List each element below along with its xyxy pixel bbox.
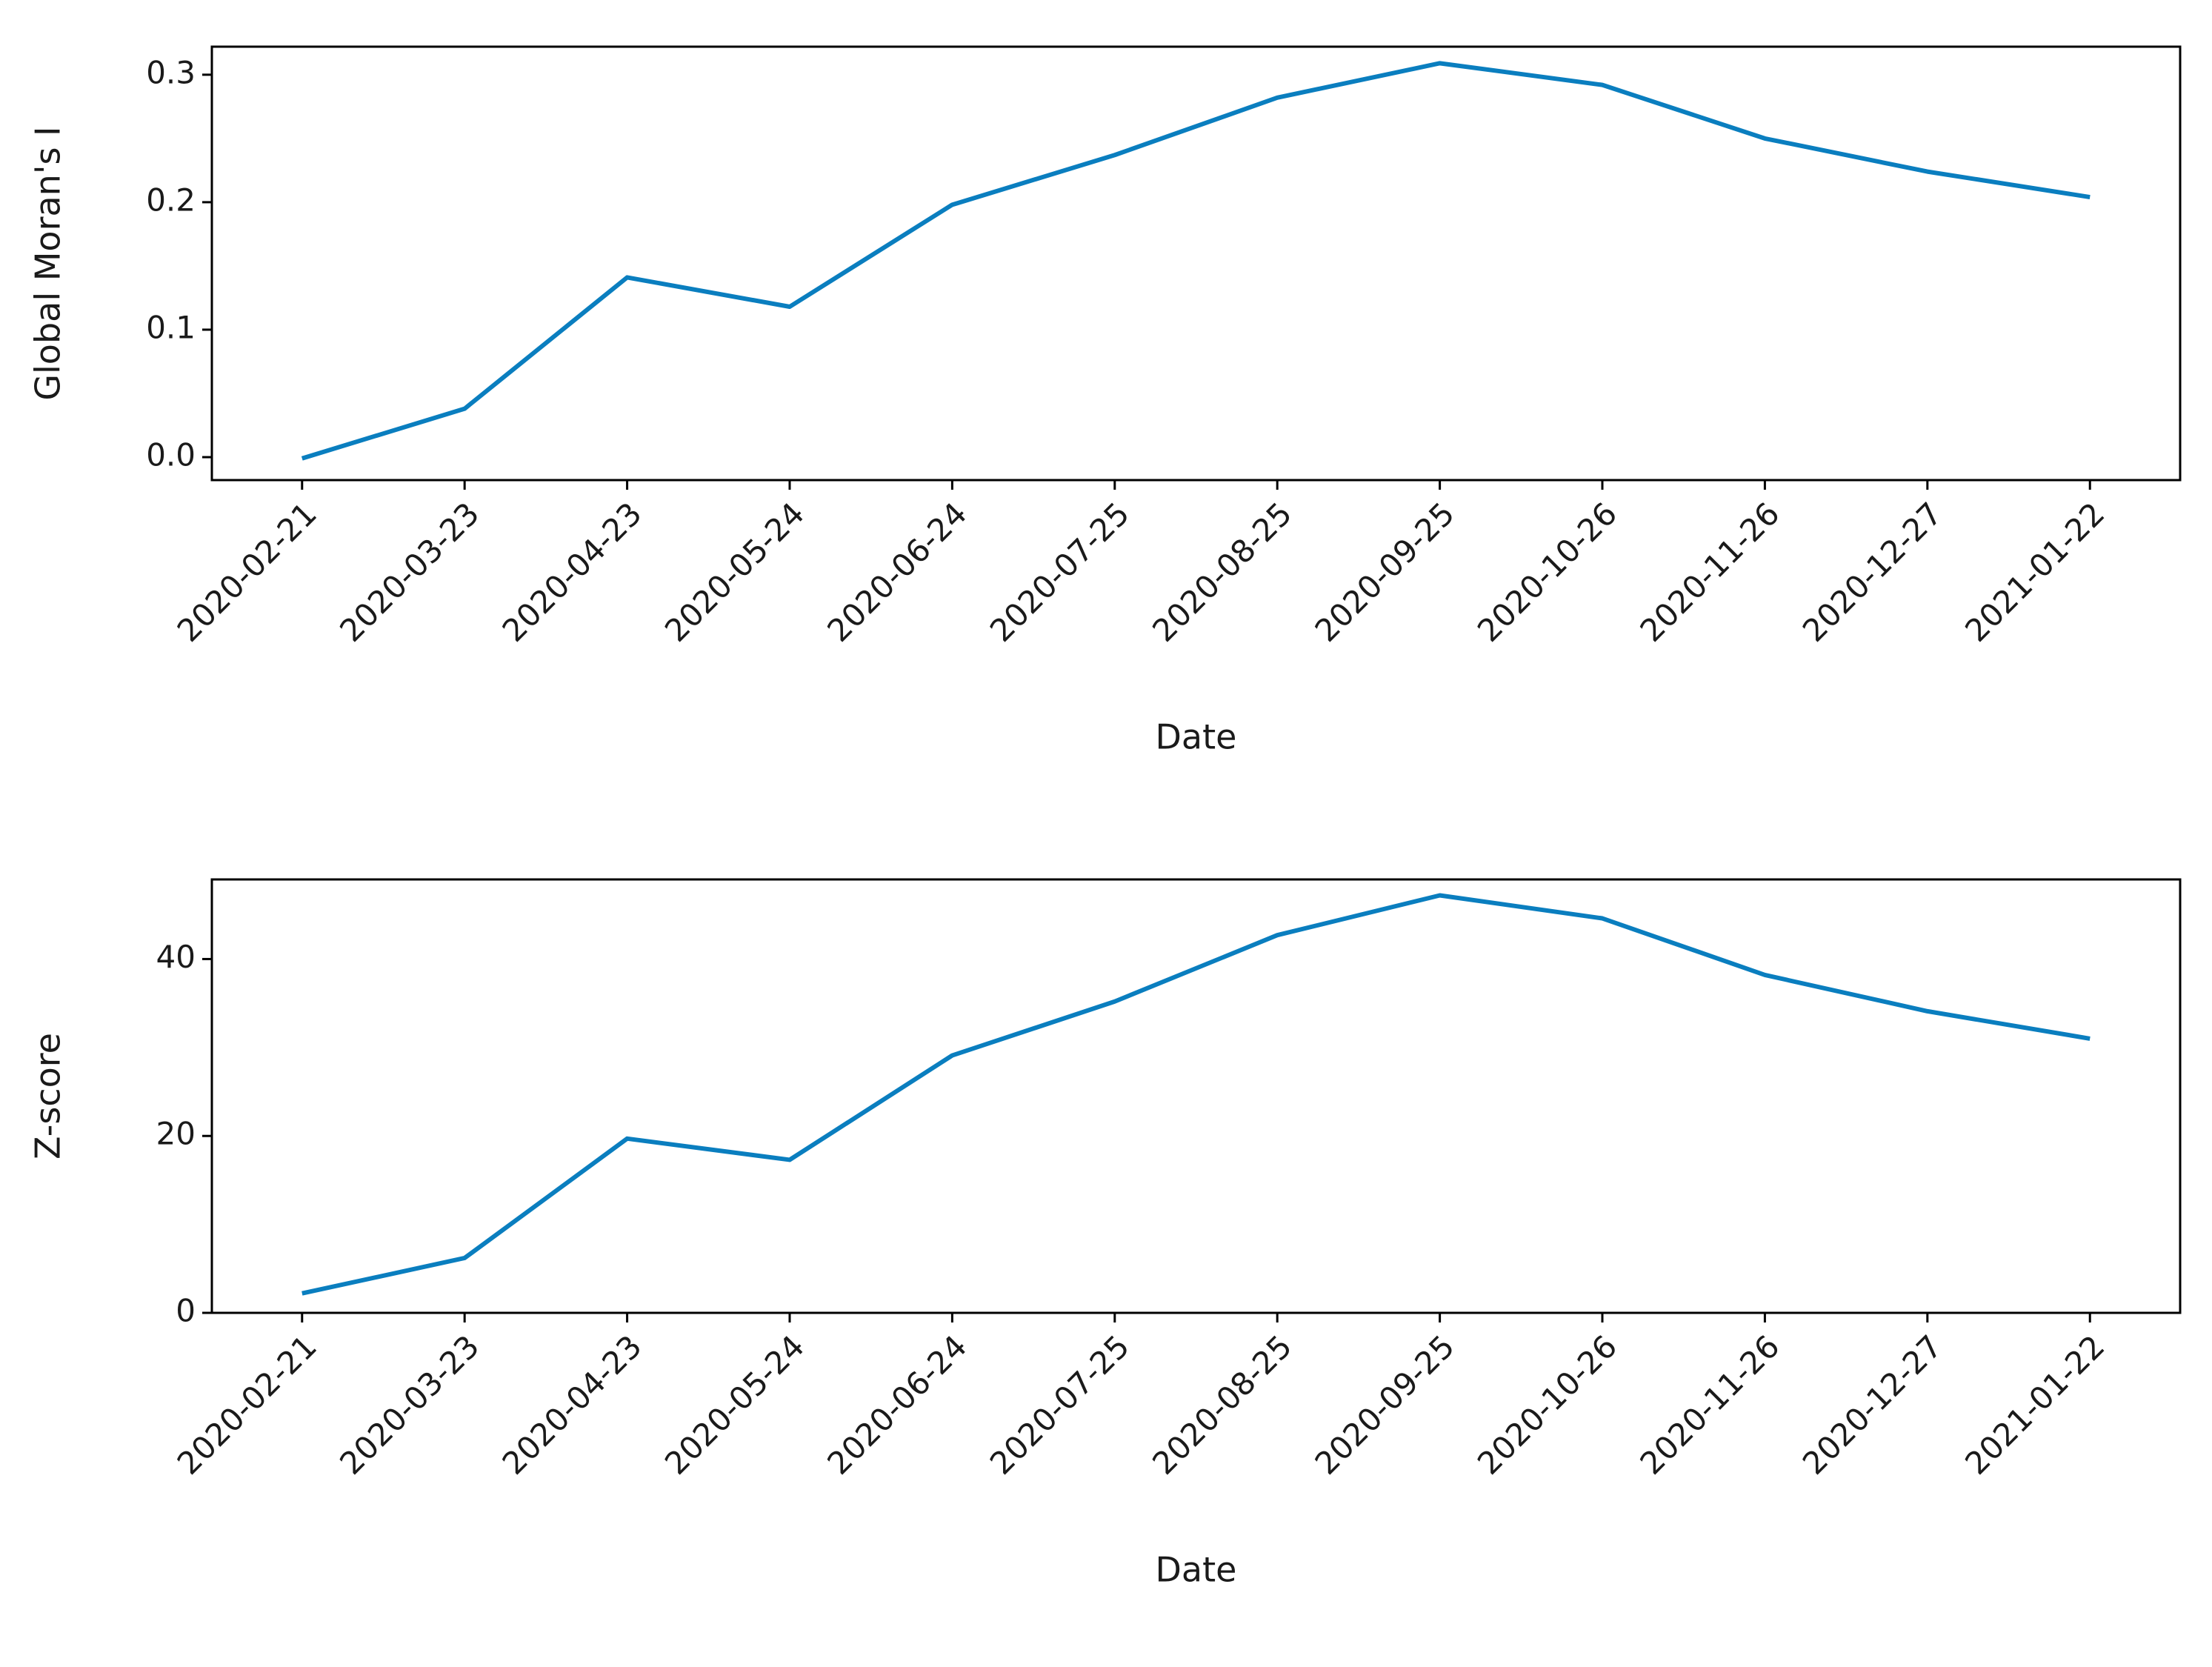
x-tick-label: 2020-12-27 [1796, 1328, 1949, 1482]
x-tick-label: 2020-02-21 [170, 1328, 324, 1482]
x-tick-label: 2020-02-21 [170, 496, 324, 649]
x-tick-label: 2020-11-26 [1633, 1328, 1786, 1482]
x-tick-label: 2020-09-25 [1308, 496, 1462, 649]
x-tick-label: 2021-01-22 [1958, 1328, 2111, 1482]
x-tick-label: 2020-10-26 [1470, 496, 1624, 649]
x-tick-label: 2020-05-24 [658, 496, 811, 649]
x-tick-label: 2020-10-26 [1470, 1328, 1624, 1482]
y-tick-label: 0.0 [146, 437, 196, 473]
axes-frame [210, 45, 2182, 482]
x-tick-label: 2020-06-24 [820, 496, 973, 649]
x-tick-label: 2020-12-27 [1796, 496, 1949, 649]
x-tick-label: 2020-04-23 [496, 496, 649, 649]
x-tick-label: 2020-07-25 [983, 496, 1136, 649]
data-line [302, 893, 2091, 1296]
data-line [301, 61, 2091, 461]
x-tick-label: 2020-04-23 [496, 1328, 649, 1482]
y-tick-label: 0.3 [146, 54, 196, 90]
x-tick-label: 2021-01-22 [1958, 496, 2111, 649]
y-tick-label: 0.2 [146, 182, 196, 218]
x-tick-label: 2020-06-24 [820, 1328, 973, 1482]
x-tick-label: 2020-05-24 [658, 1328, 811, 1482]
x-tick-label: 2020-07-25 [983, 1328, 1136, 1482]
y-tick-label: 0 [176, 1293, 196, 1329]
y-tick-label: 40 [156, 939, 196, 975]
y-tick-label: 20 [156, 1116, 196, 1152]
x-tick-label: 2020-03-23 [333, 1328, 486, 1482]
x-tick-label: 2020-11-26 [1633, 496, 1786, 649]
x-tick-label: 2020-09-25 [1308, 1328, 1462, 1482]
x-axis-label: Date [1156, 1550, 1237, 1590]
y-axis-label: Global Moran's I [28, 126, 68, 400]
y-axis-label: Z-score [28, 1033, 68, 1159]
x-tick-label: 2020-03-23 [333, 496, 486, 649]
axes-frame [210, 878, 2182, 1314]
x-tick-label: 2020-08-25 [1145, 496, 1299, 649]
y-tick-label: 0.1 [146, 309, 196, 345]
x-tick-label: 2020-08-25 [1145, 1328, 1299, 1482]
x-axis-label: Date [1156, 717, 1237, 757]
